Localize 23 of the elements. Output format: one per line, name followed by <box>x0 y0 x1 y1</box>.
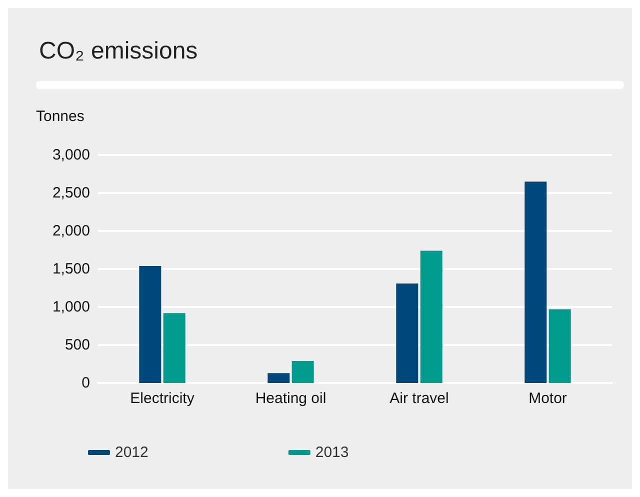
legend-label: 2013 <box>315 444 349 461</box>
y-tick-label: 1,000 <box>52 298 90 316</box>
legend-label: 2012 <box>115 444 148 461</box>
x-tick-label: Electricity <box>130 390 195 407</box>
x-tick-label: Air travel <box>390 390 449 407</box>
y-tick-label: 1,500 <box>52 260 90 278</box>
y-tick-label: 2,000 <box>52 222 90 240</box>
bar <box>139 266 162 383</box>
y-tick-label: 500 <box>64 336 90 354</box>
x-tick-label: Heating oil <box>255 390 326 407</box>
bar <box>268 373 290 383</box>
bar <box>548 309 571 383</box>
bar <box>420 250 442 383</box>
x-tick-label: Motor <box>528 390 567 407</box>
chart-title: CO₂ emissions <box>39 38 198 64</box>
bar <box>292 360 314 383</box>
y-tick-label: 2,500 <box>52 184 90 202</box>
bar <box>524 182 547 383</box>
bar <box>396 283 418 383</box>
y-tick-label: 3,000 <box>52 146 90 164</box>
y-axis-title: Tonnes <box>36 108 84 125</box>
y-tick-label: 0 <box>82 374 90 392</box>
bar <box>163 313 186 383</box>
